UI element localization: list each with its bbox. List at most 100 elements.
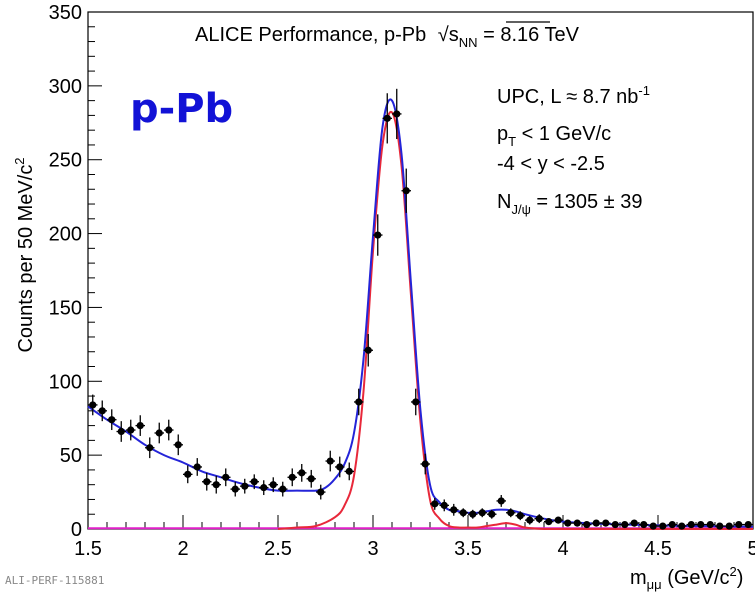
data-point bbox=[553, 516, 563, 524]
data-point bbox=[211, 475, 221, 494]
x-tick-label: 1.5 bbox=[74, 538, 102, 560]
data-marker bbox=[364, 346, 372, 354]
data-point bbox=[97, 400, 107, 422]
data-marker bbox=[431, 500, 439, 508]
data-point bbox=[306, 469, 316, 488]
data-point bbox=[221, 468, 231, 487]
data-point bbox=[107, 409, 117, 431]
data-marker bbox=[212, 481, 220, 489]
data-point bbox=[173, 434, 183, 456]
data-marker bbox=[583, 520, 591, 529]
data-point bbox=[373, 214, 383, 256]
data-point bbox=[667, 520, 677, 529]
data-marker bbox=[488, 510, 496, 518]
data-marker bbox=[459, 509, 467, 517]
data-marker bbox=[592, 519, 600, 527]
data-marker bbox=[174, 441, 182, 449]
data-point bbox=[230, 481, 240, 497]
data-marker bbox=[602, 519, 610, 527]
data-marker bbox=[478, 509, 486, 517]
data-marker bbox=[725, 522, 733, 530]
data-point bbox=[705, 520, 715, 529]
data-point bbox=[582, 520, 592, 529]
data-point bbox=[183, 465, 193, 484]
data-point bbox=[297, 464, 307, 482]
data-point bbox=[354, 388, 364, 416]
x-tick-label: 3.5 bbox=[454, 538, 482, 560]
data-marker bbox=[98, 407, 106, 415]
data-marker bbox=[421, 460, 429, 468]
data-point bbox=[240, 478, 250, 494]
data-point bbox=[164, 419, 174, 441]
data-point bbox=[639, 520, 649, 529]
data-marker bbox=[716, 522, 724, 530]
data-marker bbox=[260, 484, 268, 492]
data-marker bbox=[507, 509, 515, 517]
data-point bbox=[487, 509, 497, 519]
data-point bbox=[335, 456, 345, 478]
data-marker bbox=[155, 429, 163, 437]
data-point bbox=[401, 168, 411, 213]
data-marker bbox=[184, 470, 192, 478]
data-marker bbox=[516, 512, 524, 520]
data-marker bbox=[564, 519, 572, 527]
data-marker bbox=[336, 463, 344, 471]
data-marker bbox=[687, 520, 695, 529]
data-marker bbox=[307, 475, 315, 483]
data-marker bbox=[497, 497, 505, 505]
data-marker bbox=[535, 515, 543, 523]
data-marker bbox=[706, 520, 714, 529]
data-point bbox=[439, 499, 449, 512]
rapidity-label: -4 < y < -2.5 bbox=[497, 153, 605, 175]
data-point bbox=[477, 508, 487, 518]
data-point bbox=[515, 511, 525, 521]
data-point bbox=[363, 334, 373, 367]
data-marker bbox=[621, 520, 629, 529]
data-marker bbox=[393, 110, 401, 118]
data-point bbox=[202, 472, 212, 491]
data-marker bbox=[611, 520, 619, 529]
data-marker bbox=[193, 463, 201, 471]
data-marker bbox=[231, 485, 239, 493]
data-marker bbox=[326, 457, 334, 465]
data-point bbox=[287, 468, 297, 487]
data-point bbox=[734, 520, 744, 529]
chart-title: ALICE Performance, p-Pb √sNN = 8.16 TeV bbox=[195, 24, 580, 50]
pt-cut-label: pT < 1 GeV/c bbox=[497, 123, 611, 149]
data-point bbox=[572, 519, 582, 527]
data-point bbox=[259, 480, 269, 496]
y-tick-label: 350 bbox=[49, 2, 82, 24]
data-point bbox=[591, 519, 601, 527]
y-tick-label: 150 bbox=[49, 297, 82, 319]
data-marker bbox=[89, 401, 97, 409]
data-marker bbox=[383, 114, 391, 122]
data-point bbox=[88, 394, 98, 416]
y-tick-label: 200 bbox=[49, 224, 82, 246]
data-marker bbox=[127, 426, 135, 434]
data-point bbox=[420, 453, 430, 475]
data-marker bbox=[374, 231, 382, 239]
data-point bbox=[192, 458, 202, 476]
data-point bbox=[154, 422, 164, 444]
data-point bbox=[392, 88, 402, 140]
data-marker bbox=[203, 478, 211, 486]
data-point bbox=[468, 509, 478, 519]
system-label: p-Pb bbox=[130, 86, 233, 132]
x-tick-label: 3 bbox=[367, 538, 378, 560]
data-point bbox=[715, 522, 725, 530]
data-marker bbox=[136, 422, 144, 430]
x-tick-label: 5 bbox=[747, 538, 755, 560]
data-point bbox=[506, 508, 516, 518]
data-marker bbox=[412, 398, 420, 406]
data-marker bbox=[355, 398, 363, 406]
data-point bbox=[458, 508, 468, 518]
data-point bbox=[658, 522, 668, 530]
yield-label: NJ/ψ = 1305 ± 39 bbox=[497, 191, 642, 217]
data-marker bbox=[573, 519, 581, 527]
x-tick-label: 4 bbox=[557, 538, 568, 560]
data-point bbox=[629, 519, 639, 527]
x-axis-label: mμμ (GeV/c2) bbox=[630, 564, 743, 592]
data-point bbox=[325, 450, 335, 472]
